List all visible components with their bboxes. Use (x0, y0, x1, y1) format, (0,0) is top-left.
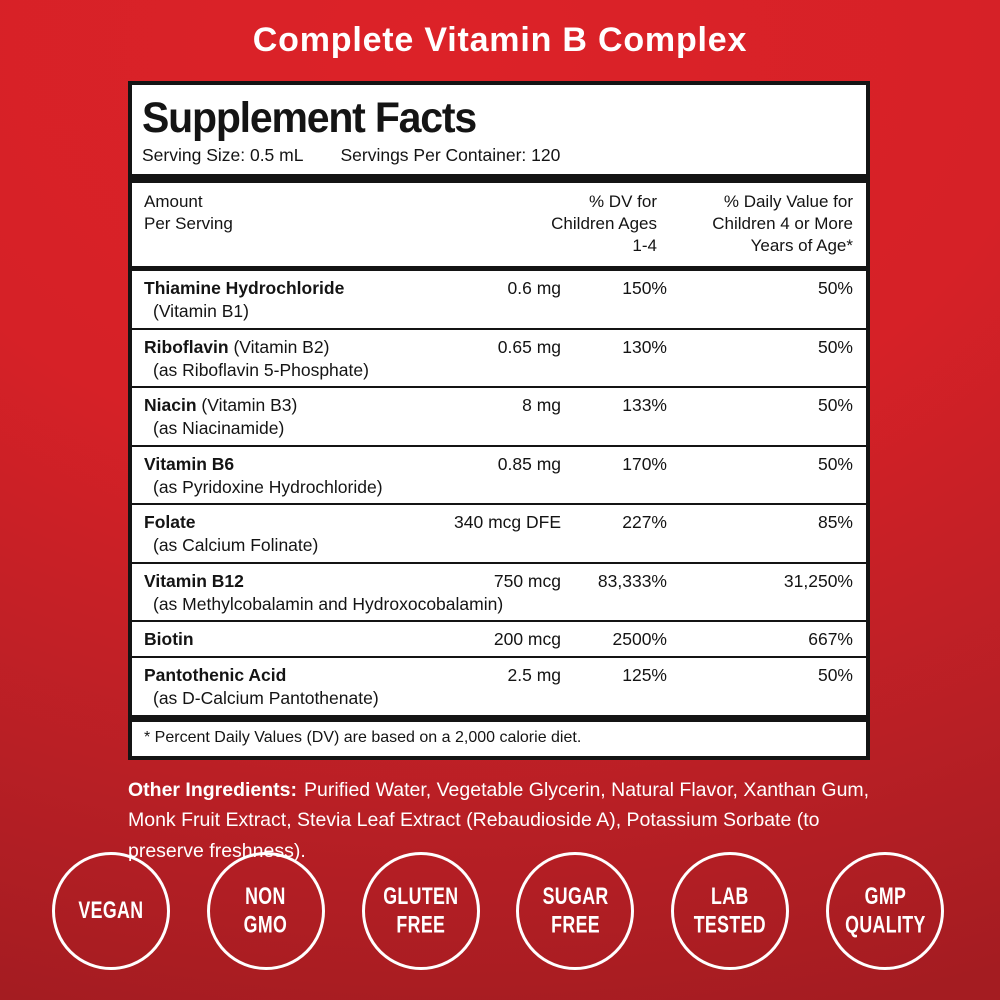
nutrient-amount: 0.65 mg (497, 336, 561, 357)
nutrient-name: Folate (144, 512, 196, 533)
nutrient-dv-4plus: 50% (817, 395, 853, 416)
table-row-biotin: Biotin 200 mcg 2500% 667% (132, 620, 866, 656)
header-dv-children-4plus: % Daily Value for Children 4 or More Yea… (712, 192, 853, 256)
supplement-facts-panel: Supplement Facts Serving Size: 0.5 mL Se… (128, 81, 870, 760)
table-row-vitamin-b6: Vitamin B6 0.85 mg 170% 50% (as Pyridoxi… (132, 444, 866, 504)
nutrient-form: (as Methylcobalamin and Hydroxocobalamin… (153, 593, 504, 614)
nutrient-dv-4plus: 50% (817, 336, 853, 357)
nutrient-form: (as Riboflavin 5-Phosphate) (153, 359, 369, 380)
nutrient-dv-1-4: 83,333% (597, 570, 667, 591)
nutrient-dv-4plus: 50% (817, 278, 853, 299)
nutrient-dv-1-4: 2500% (612, 629, 668, 650)
divider-medium (132, 266, 866, 272)
nutrient-name: Pantothenic Acid (144, 665, 287, 686)
nutrient-dv-1-4: 125% (622, 665, 667, 686)
table-row-niacin: Niacin (Vitamin B3) 8 mg 133% 50% (as Ni… (132, 386, 866, 445)
nutrient-amount: 2.5 mg (507, 665, 562, 686)
serving-size: Serving Size: 0.5 mL (142, 145, 304, 165)
divider-thick (132, 174, 866, 183)
nutrient-dv-1-4: 133% (622, 395, 667, 416)
table-row-folate: Folate 340 mcg DFE 227% 85% (as Calcium … (132, 503, 866, 562)
header-dv-children-1-4: % DV for Children Ages 1-4 (551, 192, 657, 256)
nutrient-name: Niacin (Vitamin B3) (144, 395, 298, 416)
badge-gmp-quality: GMP QUALITY (825, 852, 944, 970)
page-title: Complete Vitamin B Complex (252, 21, 748, 59)
serving-info: Serving Size: 0.5 mL Servings Per Contai… (132, 140, 866, 174)
nutrient-name: Riboflavin (Vitamin B2) (144, 336, 330, 357)
nutrient-dv-4plus: 667% (808, 629, 853, 650)
nutrient-dv-1-4: 130% (622, 336, 667, 357)
nutrient-form: (Vitamin B1) (153, 301, 249, 322)
header-amount-per-serving: Amount Per Serving (144, 192, 233, 234)
table-row-vitamin-b12: Vitamin B12 750 mcg 83,333% 31,250% (as … (132, 561, 866, 621)
badge-vegan: VEGAN (52, 852, 170, 970)
nutrient-form: (as D-Calcium Pantothenate) (153, 687, 379, 708)
badge-row: VEGAN NON GMO GLUTEN FREE SUGAR FREE LA (52, 852, 944, 970)
table-row-thiamine: Thiamine Hydrochloride 0.6 mg 150% 50% (… (132, 271, 866, 328)
nutrient-amount: 750 mcg (493, 570, 561, 591)
nutrient-dv-1-4: 227% (622, 512, 667, 533)
nutrient-dv-4plus: 50% (817, 665, 853, 686)
nutrient-amount: 200 mcg (493, 629, 561, 650)
nutrient-name: Vitamin B6 (144, 453, 235, 474)
nutrient-dv-1-4: 170% (622, 453, 667, 474)
nutrient-dv-1-4: 150% (622, 278, 667, 299)
nutrient-form: (as Calcium Folinate) (153, 535, 319, 556)
table-header: Amount Per Serving % DV for Children Age… (132, 183, 866, 266)
nutrient-form: (as Pyridoxine Hydrochloride) (153, 476, 383, 497)
supplement-facts-heading: Supplement Facts (142, 93, 477, 142)
nutrient-amount: 0.6 mg (507, 278, 562, 299)
nutrient-name: Vitamin B12 (144, 570, 244, 591)
nutrient-dv-4plus: 85% (817, 512, 853, 533)
badge-lab-tested: LAB TESTED (671, 852, 790, 970)
servings-per-container: Servings Per Container: 120 (340, 145, 561, 165)
daily-value-footnote: * Percent Daily Values (DV) are based on… (144, 728, 582, 746)
table-row-pantothenic-acid: Pantothenic Acid 2.5 mg 125% 50% (as D-C… (132, 656, 866, 715)
nutrient-dv-4plus: 50% (817, 453, 853, 474)
badge-sugar-free: SUGAR FREE (516, 852, 635, 970)
nutrient-amount: 8 mg (522, 395, 561, 416)
table-row-riboflavin: Riboflavin (Vitamin B2) 0.65 mg 130% 50%… (132, 327, 866, 387)
nutrient-name: Thiamine Hydrochloride (144, 278, 345, 299)
other-ingredients-text: Purified Water, Vegetable Glycerin, Natu… (128, 778, 870, 863)
divider-thick-bottom (132, 714, 866, 722)
nutrient-form: (as Niacinamide) (153, 418, 285, 439)
nutrient-amount: 340 mcg DFE (454, 512, 561, 533)
other-ingredients-label: Other Ingredients: (128, 778, 298, 801)
badge-gluten-free: GLUTEN FREE (361, 852, 480, 970)
nutrient-dv-4plus: 31,250% (783, 570, 853, 591)
badge-non-gmo: NON GMO (206, 852, 325, 970)
nutrient-name: Biotin (144, 629, 194, 650)
nutrient-amount: 0.85 mg (497, 453, 561, 474)
other-ingredients: Other Ingredients: Purified Water, Vegeta… (128, 775, 883, 867)
